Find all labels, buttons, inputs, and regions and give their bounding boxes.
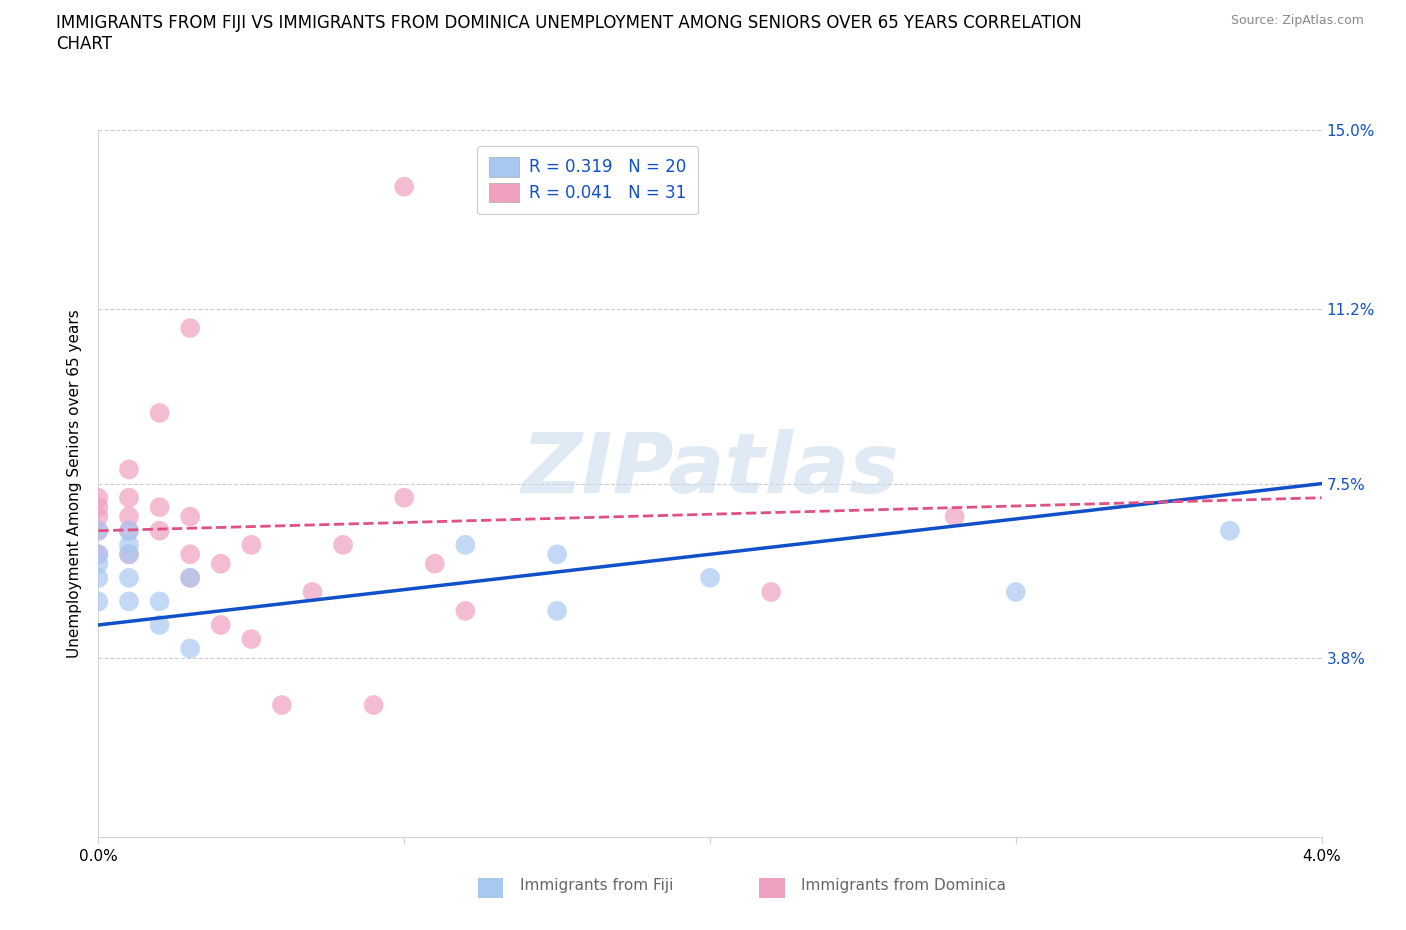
Point — [87, 509, 110, 524]
Point — [87, 524, 110, 538]
Point — [149, 618, 172, 632]
Point — [179, 570, 201, 585]
Point — [87, 547, 110, 562]
Point — [179, 570, 201, 585]
Y-axis label: Unemployment Among Seniors over 65 years: Unemployment Among Seniors over 65 years — [67, 310, 83, 658]
Point — [759, 585, 782, 600]
Point — [118, 509, 141, 524]
Point — [118, 547, 141, 562]
Point — [118, 524, 141, 538]
Point — [87, 547, 110, 562]
Point — [699, 570, 721, 585]
Point — [179, 547, 201, 562]
Point — [240, 538, 263, 552]
Point — [392, 179, 416, 194]
Text: Immigrants from Dominica: Immigrants from Dominica — [801, 878, 1007, 893]
Point — [118, 547, 141, 562]
Point — [546, 604, 568, 618]
Point — [943, 509, 966, 524]
Point — [118, 538, 141, 552]
Text: Immigrants from Fiji: Immigrants from Fiji — [520, 878, 673, 893]
Point — [149, 524, 172, 538]
Point — [209, 556, 232, 571]
Point — [209, 618, 232, 632]
Point — [87, 490, 110, 505]
Point — [149, 594, 172, 609]
Point — [270, 698, 294, 712]
Point — [179, 509, 201, 524]
Point — [149, 405, 172, 420]
Point — [179, 321, 201, 336]
Point — [87, 570, 110, 585]
Point — [332, 538, 354, 552]
Point — [118, 594, 141, 609]
Text: ZIPatlas: ZIPatlas — [522, 429, 898, 510]
Point — [1004, 585, 1026, 600]
Text: CHART: CHART — [56, 35, 112, 53]
Point — [87, 556, 110, 571]
Point — [118, 490, 141, 505]
Point — [118, 524, 141, 538]
Legend: R = 0.319   N = 20, R = 0.041   N = 31: R = 0.319 N = 20, R = 0.041 N = 31 — [478, 146, 697, 214]
Point — [87, 499, 110, 514]
Text: Source: ZipAtlas.com: Source: ZipAtlas.com — [1230, 14, 1364, 27]
Text: IMMIGRANTS FROM FIJI VS IMMIGRANTS FROM DOMINICA UNEMPLOYMENT AMONG SENIORS OVER: IMMIGRANTS FROM FIJI VS IMMIGRANTS FROM … — [56, 14, 1083, 32]
Point — [546, 547, 568, 562]
Point — [423, 556, 446, 571]
Point — [301, 585, 323, 600]
Point — [118, 462, 141, 477]
Point — [454, 604, 477, 618]
Point — [240, 631, 263, 646]
Point — [363, 698, 385, 712]
Point — [1219, 524, 1241, 538]
Point — [392, 490, 416, 505]
Point — [87, 524, 110, 538]
Point — [149, 499, 172, 514]
Point — [179, 641, 201, 656]
Point — [454, 538, 477, 552]
Point — [118, 570, 141, 585]
Point — [87, 594, 110, 609]
